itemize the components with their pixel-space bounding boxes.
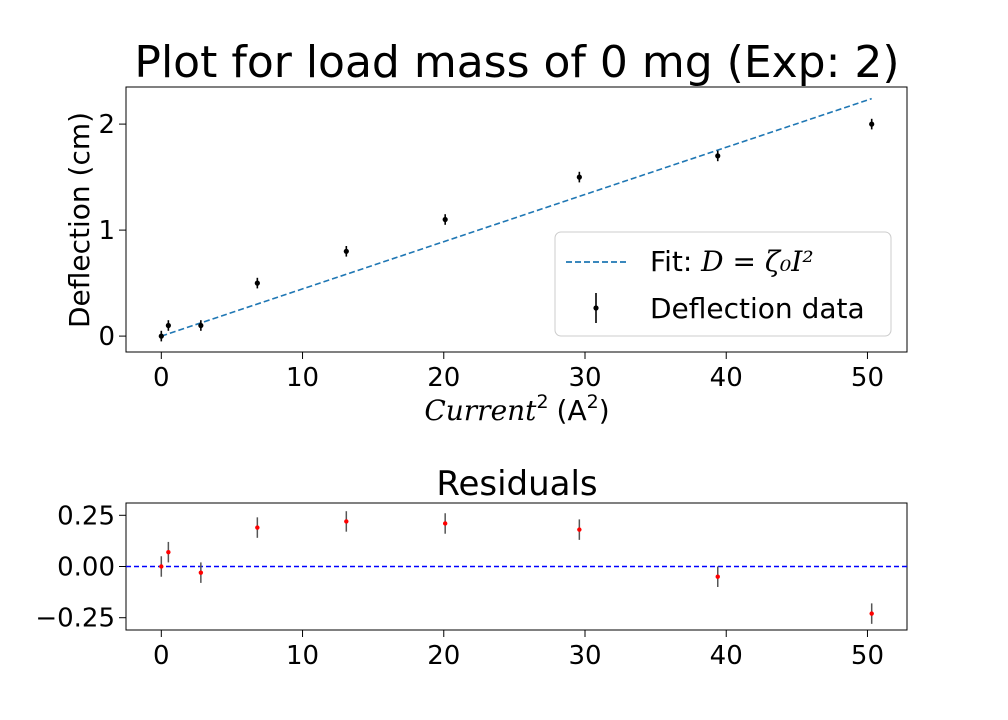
main-x-axis-label: Current2 (A2) [424, 391, 609, 427]
x-label-unit-base: (A [557, 394, 587, 427]
deflection-data-points [158, 118, 875, 342]
main-y-ticks: 0 1 2 [98, 110, 126, 352]
main-chart-title: Plot for load mass of 0 mg (Exp: 2) [134, 37, 899, 88]
legend-fit-label: Fit: D = ζ₀I² [650, 245, 814, 278]
deflection-data-point [198, 322, 204, 329]
residuals-x-tick-label: 40 [710, 641, 743, 671]
main-x-tick-label: 30 [568, 363, 601, 393]
residuals-x-tick-label: 30 [568, 641, 601, 671]
legend-fit-prefix: Fit: [650, 245, 701, 278]
residual-point [715, 574, 720, 579]
x-label-base: Current [424, 394, 537, 427]
residuals-x-ticks: 0 10 20 30 40 50 [153, 630, 884, 671]
legend-data-label: Deflection data [650, 292, 865, 325]
deflection-data-point [715, 153, 721, 159]
residual-point [166, 549, 171, 555]
main-y-axis-label: Deflection (cm) [63, 112, 96, 328]
main-x-ticks: 0 10 20 30 40 50 [153, 352, 884, 393]
deflection-data-point [869, 121, 875, 127]
deflection-data-point [343, 248, 349, 254]
deflection-data-point [165, 322, 171, 329]
residual-point [255, 525, 260, 530]
main-x-tick-label: 0 [153, 363, 170, 393]
residuals-y-ticks: 0.25 0.00 −0.25 [35, 501, 126, 634]
deflection-data-point [442, 216, 448, 223]
x-label-unit-sup: 2 [587, 391, 599, 413]
main-x-tick-label: 40 [710, 363, 743, 393]
residuals-plot-frame [125, 502, 908, 631]
main-y-tick-label: 1 [98, 216, 115, 246]
x-label-unit-close: ) [599, 394, 610, 427]
residuals-y-tick-label: 0.25 [57, 501, 115, 531]
residuals-x-tick-label: 0 [153, 641, 170, 671]
deflection-data-point [158, 333, 164, 339]
legend-box [554, 231, 892, 337]
residual-point [577, 527, 582, 532]
residual-point [869, 611, 874, 616]
main-x-tick-label: 50 [851, 363, 884, 393]
residual-point [159, 564, 164, 569]
residuals-x-tick-label: 20 [427, 641, 460, 671]
legend-fit-math: D = ζ₀I² [700, 245, 813, 278]
legend: Fit: D = ζ₀I² Deflection data [554, 231, 892, 337]
residual-points [159, 511, 874, 624]
residual-point [442, 521, 448, 526]
legend-data-marker [593, 305, 599, 311]
main-plot-frame [125, 86, 908, 353]
deflection-data-point [254, 280, 260, 286]
residual-point [198, 570, 204, 575]
residuals-y-tick-label: 0.00 [57, 553, 115, 583]
residuals-chart-title: Residuals [436, 464, 597, 504]
x-label-sup: 2 [536, 391, 548, 413]
fit-line-group [161, 97, 872, 337]
residuals-x-tick-label: 10 [286, 641, 319, 671]
main-y-tick-label: 0 [98, 322, 115, 352]
main-x-tick-label: 10 [286, 363, 319, 393]
residuals-x-tick-label: 50 [851, 641, 884, 671]
main-x-tick-label: 20 [427, 363, 460, 393]
main-y-tick-label: 2 [98, 110, 115, 140]
deflection-data-point [576, 174, 582, 180]
residual-point [344, 519, 349, 524]
fit-line [161, 97, 872, 337]
residuals-y-tick-label: −0.25 [35, 604, 115, 634]
